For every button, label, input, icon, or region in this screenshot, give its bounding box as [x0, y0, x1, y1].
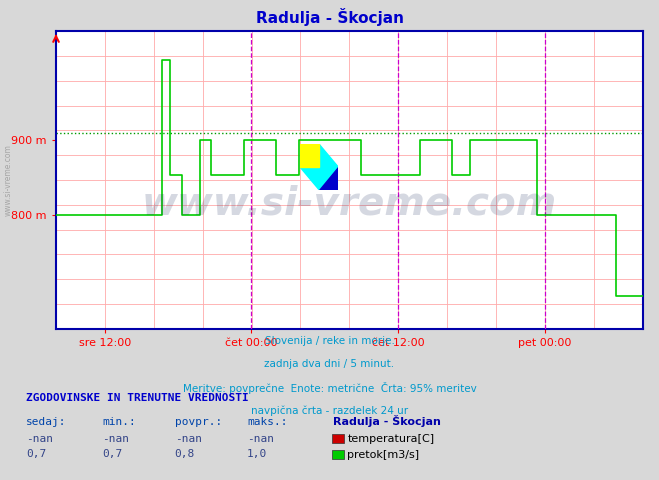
Text: Slovenija / reke in morje.: Slovenija / reke in morje.: [264, 336, 395, 346]
Polygon shape: [300, 144, 338, 190]
Text: Meritve: povprečne  Enote: metrične  Črta: 95% meritev: Meritve: povprečne Enote: metrične Črta:…: [183, 382, 476, 394]
Text: 0,7: 0,7: [102, 449, 123, 459]
Text: www.si-vreme.com: www.si-vreme.com: [142, 185, 557, 223]
Text: Radulja - Škocjan: Radulja - Škocjan: [333, 415, 441, 427]
Text: -nan: -nan: [175, 433, 202, 444]
Text: zadnja dva dni / 5 minut.: zadnja dva dni / 5 minut.: [264, 359, 395, 369]
Polygon shape: [300, 144, 319, 167]
Text: -nan: -nan: [247, 433, 274, 444]
Text: www.si-vreme.com: www.si-vreme.com: [3, 144, 13, 216]
Text: 0,8: 0,8: [175, 449, 195, 459]
Text: sedaj:: sedaj:: [26, 417, 67, 427]
Text: min.:: min.:: [102, 417, 136, 427]
Text: pretok[m3/s]: pretok[m3/s]: [347, 450, 419, 459]
Text: Radulja - Škocjan: Radulja - Škocjan: [256, 8, 403, 26]
Text: -nan: -nan: [102, 433, 129, 444]
Text: -nan: -nan: [26, 433, 53, 444]
Text: ZGODOVINSKE IN TRENUTNE VREDNOSTI: ZGODOVINSKE IN TRENUTNE VREDNOSTI: [26, 393, 249, 403]
Text: 1,0: 1,0: [247, 449, 268, 459]
Text: navpična črta - razdelek 24 ur: navpična črta - razdelek 24 ur: [251, 405, 408, 416]
Polygon shape: [319, 167, 338, 190]
Text: maks.:: maks.:: [247, 417, 287, 427]
Text: 0,7: 0,7: [26, 449, 47, 459]
Text: temperatura[C]: temperatura[C]: [347, 434, 434, 444]
Text: povpr.:: povpr.:: [175, 417, 222, 427]
